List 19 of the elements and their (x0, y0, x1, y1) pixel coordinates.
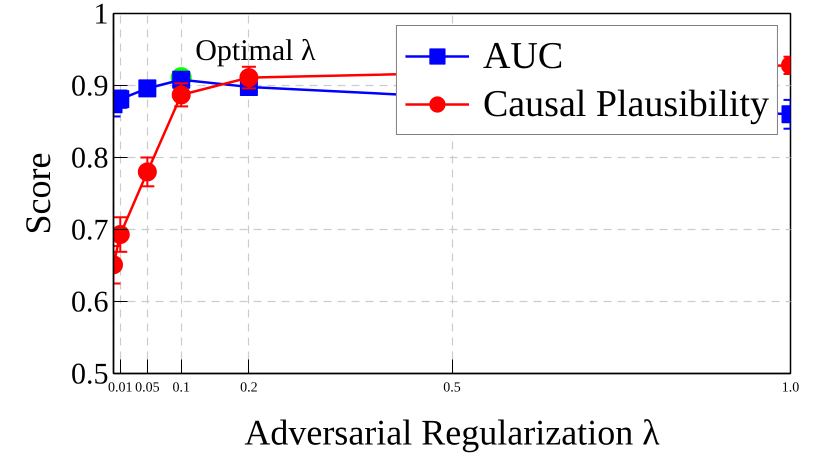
point (172, 85, 191, 104)
legend-label: AUC (482, 34, 564, 78)
x-tick-label: 0.2 (240, 380, 258, 396)
y-tick-label: 0.9 (71, 70, 108, 102)
y-axis-title: Score (18, 152, 58, 234)
y-tick-label: 0.8 (71, 142, 108, 174)
x-tick-label: 0.5 (443, 380, 461, 396)
y-tick-label: 0.6 (71, 286, 108, 318)
point (138, 79, 156, 98)
x-tick-label: 0.1 (172, 380, 190, 396)
annotation: Optimal λ (195, 34, 316, 68)
x-axis-title: Adversarial Regularization λ (244, 412, 660, 452)
y-tick-label: 0.7 (71, 214, 108, 246)
x-tick-label: 1.0 (782, 380, 800, 396)
legend-label: Causal Plausibility (482, 82, 769, 126)
y-tick-label: 1 (94, 0, 108, 30)
x-tick-label: 0.05 (135, 380, 160, 396)
point (138, 162, 157, 182)
x-tick-label: 0.01 (108, 380, 133, 396)
